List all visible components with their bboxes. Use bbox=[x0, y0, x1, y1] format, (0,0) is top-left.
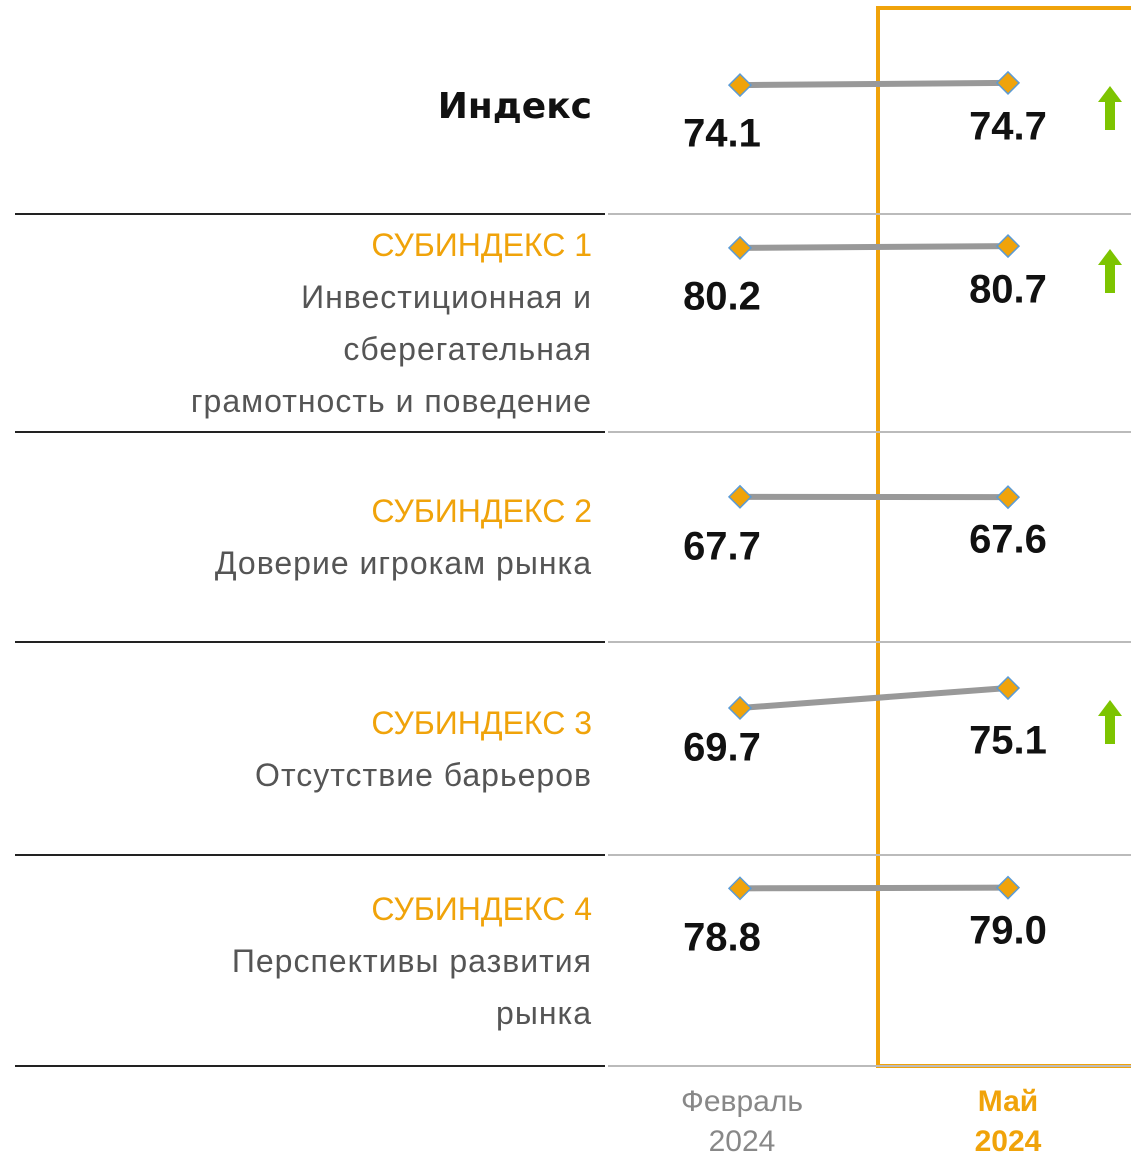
value-label: 75.1 bbox=[969, 719, 1047, 763]
subindex-name: СУБИНДЕКС 2 bbox=[371, 485, 592, 537]
value-label: 80.7 bbox=[969, 268, 1047, 312]
trend-arrow bbox=[1098, 700, 1122, 744]
marker bbox=[729, 697, 751, 719]
trend-arrow bbox=[1098, 86, 1122, 130]
subindex-name: СУБИНДЕКС 3 bbox=[371, 697, 592, 749]
row-label: Индекс bbox=[10, 0, 592, 214]
marker bbox=[997, 877, 1019, 899]
x-tick-label: Май bbox=[908, 1082, 1108, 1122]
subindex-name: СУБИНДЕКС 1 bbox=[371, 219, 592, 271]
x-tick-label: 2024 bbox=[642, 1122, 842, 1162]
slope-line bbox=[740, 688, 1008, 708]
marker bbox=[997, 486, 1019, 508]
marker bbox=[997, 235, 1019, 257]
marker bbox=[729, 486, 751, 508]
marker bbox=[997, 72, 1019, 94]
value-label: 74.7 bbox=[969, 105, 1047, 149]
value-label: 80.2 bbox=[683, 275, 761, 319]
x-tick-label: 2024 bbox=[908, 1122, 1108, 1162]
marker bbox=[729, 237, 751, 259]
marker bbox=[729, 877, 751, 899]
slope-line bbox=[740, 888, 1008, 889]
subindex-description: Перспективы развития bbox=[232, 935, 592, 987]
subindex-description: грамотность и поведение bbox=[191, 375, 592, 427]
subindex-description: Инвестиционная и bbox=[301, 271, 592, 323]
value-label: 67.6 bbox=[969, 518, 1047, 562]
subindex-name: СУБИНДЕКС 4 bbox=[371, 883, 592, 935]
index-name: Индекс bbox=[438, 81, 592, 133]
subindex-description: Доверие игрокам рынка bbox=[215, 537, 592, 589]
value-label: 69.7 bbox=[683, 726, 761, 770]
slope-line bbox=[740, 246, 1008, 248]
value-label: 74.1 bbox=[683, 112, 761, 156]
slope-line bbox=[740, 83, 1008, 85]
value-label: 78.8 bbox=[683, 916, 761, 960]
subindex-description: Отсутствие барьеров bbox=[255, 749, 592, 801]
marker bbox=[997, 677, 1019, 699]
value-label: 67.7 bbox=[683, 525, 761, 569]
x-tick-label: Февраль bbox=[642, 1082, 842, 1122]
marker bbox=[729, 74, 751, 96]
subindex-description: сберегательная bbox=[343, 323, 592, 375]
trend-arrow bbox=[1098, 249, 1122, 293]
subindex-description: рынка bbox=[496, 987, 592, 1039]
value-label: 79.0 bbox=[969, 909, 1047, 953]
